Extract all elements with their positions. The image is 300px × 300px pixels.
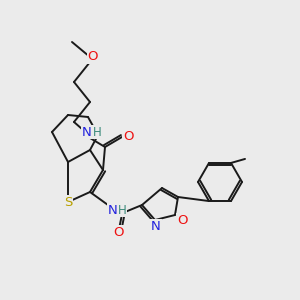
Text: O: O [177, 214, 187, 226]
Text: O: O [113, 226, 123, 238]
Text: H: H [93, 125, 101, 139]
Text: H: H [118, 203, 126, 217]
Text: N: N [108, 203, 118, 217]
Text: O: O [123, 130, 133, 142]
Text: S: S [64, 196, 72, 208]
Text: N: N [82, 125, 92, 139]
Text: O: O [88, 50, 98, 64]
Text: N: N [151, 220, 161, 232]
